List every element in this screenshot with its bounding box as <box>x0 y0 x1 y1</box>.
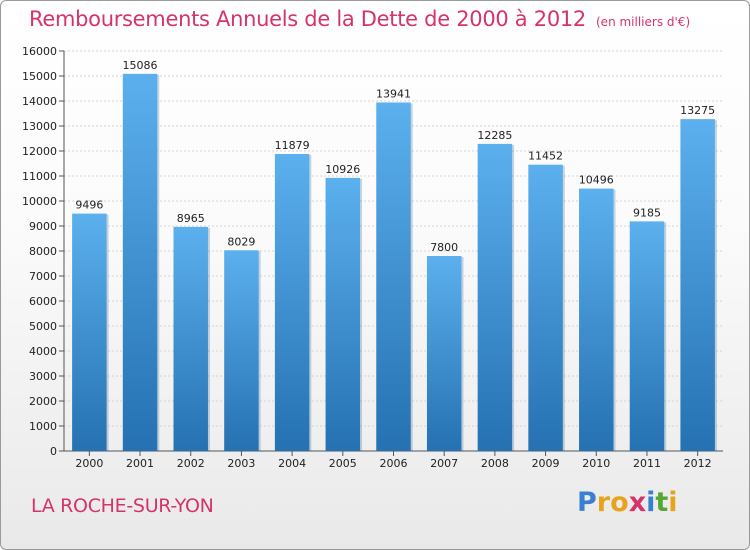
proxiti-logo: Proxiti <box>577 487 678 518</box>
city-name: LA ROCHE-SUR-YON <box>31 495 214 517</box>
bar <box>122 73 158 451</box>
y-tick-label: 11000 <box>22 170 57 183</box>
x-tick-label: 2004 <box>278 457 306 470</box>
data-label: 13941 <box>376 87 411 100</box>
y-tick-label: 2000 <box>29 395 57 408</box>
logo-letter: i <box>646 487 656 518</box>
logo-letter: o <box>610 487 629 518</box>
chart-title-main: Remboursements Annuels de la Dette de 20… <box>29 7 586 31</box>
x-tick-label: 2002 <box>177 457 205 470</box>
bar <box>680 119 715 451</box>
y-tick-label: 16000 <box>22 45 57 58</box>
x-tick-label: 2003 <box>227 457 255 470</box>
x-tick-label: 2010 <box>582 457 610 470</box>
bar <box>274 154 310 451</box>
data-label: 9496 <box>75 199 103 212</box>
data-label: 15086 <box>123 59 158 72</box>
bars <box>72 73 717 451</box>
logo-letter: r <box>596 487 611 518</box>
data-label: 10926 <box>325 163 360 176</box>
y-tick-label: 15000 <box>22 70 57 83</box>
bar <box>528 164 563 451</box>
bar <box>72 213 107 451</box>
x-tick-label: 2001 <box>126 457 154 470</box>
x-tick-label: 2011 <box>633 457 661 470</box>
data-label: 12285 <box>477 129 512 142</box>
bar <box>376 102 411 451</box>
y-tick-label: 4000 <box>29 345 57 358</box>
bar <box>629 221 665 451</box>
y-tick-label: 13000 <box>22 120 57 133</box>
logo-letter: x <box>628 487 647 518</box>
y-tick-label: 12000 <box>22 145 57 158</box>
y-tick-label: 3000 <box>29 370 57 383</box>
logo-letter: i <box>668 487 678 518</box>
logo-letter: P <box>577 487 597 518</box>
x-tick-label: 2005 <box>329 457 357 470</box>
y-tick-label: 1000 <box>29 420 57 433</box>
y-tick-label: 7000 <box>29 270 57 283</box>
data-label: 10496 <box>579 174 614 187</box>
y-tick-label: 9000 <box>29 220 57 233</box>
bar <box>173 226 208 451</box>
y-tick-label: 10000 <box>22 195 57 208</box>
bar <box>325 177 361 451</box>
bar <box>579 188 614 451</box>
data-label: 8029 <box>227 235 255 248</box>
y-tick-label: 14000 <box>22 95 57 108</box>
bar <box>426 256 462 451</box>
y-tick-label: 0 <box>50 445 57 458</box>
chart-unit-note: (en milliers d'€) <box>596 15 691 29</box>
data-label: 7800 <box>430 241 458 254</box>
chart-title: Remboursements Annuels de la Dette de 20… <box>29 7 690 31</box>
y-tick-label: 5000 <box>29 320 57 333</box>
data-label: 11879 <box>275 139 310 152</box>
y-tick-label: 6000 <box>29 295 57 308</box>
x-tick-label: 2008 <box>481 457 509 470</box>
x-tick-label: 2006 <box>380 457 408 470</box>
logo-letter: t <box>655 487 669 518</box>
x-tick-label: 2009 <box>532 457 560 470</box>
data-label: 11452 <box>528 150 563 163</box>
x-tick-label: 2000 <box>75 457 103 470</box>
data-label: 9185 <box>633 206 661 219</box>
data-labels: 9496 15086 8965 8029 11879 10926 13941 7800 1228… <box>75 59 715 254</box>
axes: 0 1000 2000 3000 4000 5000 6000 7000 8000 9000 100… <box>22 45 723 470</box>
y-tick-label: 8000 <box>29 245 57 258</box>
bar <box>477 143 513 451</box>
x-tick-label: 2012 <box>684 457 712 470</box>
bar <box>224 250 259 451</box>
x-tick-label: 2007 <box>430 457 458 470</box>
data-label: 13275 <box>680 104 715 117</box>
data-label: 8965 <box>177 212 205 225</box>
